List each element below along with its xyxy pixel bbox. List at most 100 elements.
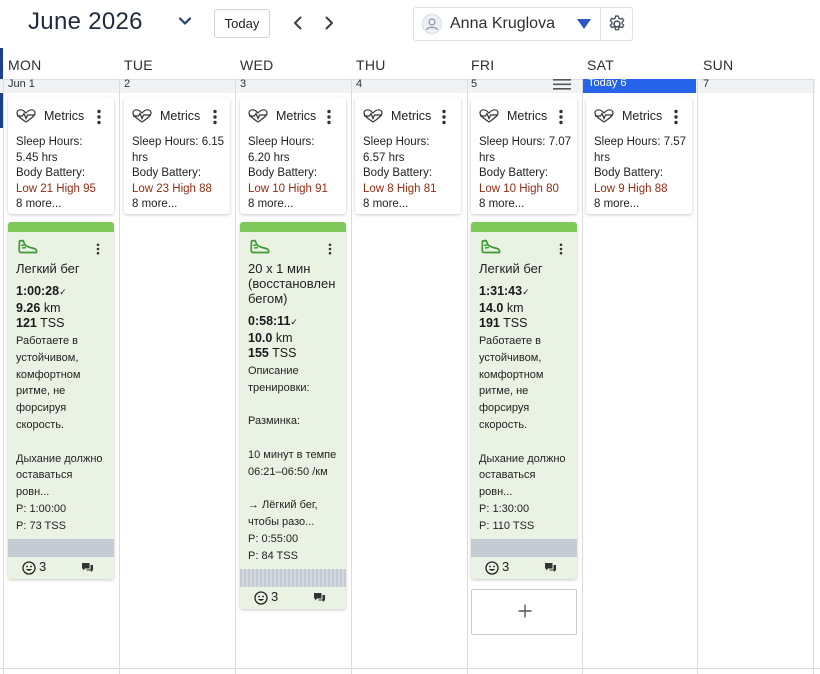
metrics-body: Sleep Hours: 6.15 hrs Body Battery: Low … <box>132 135 228 213</box>
metrics-body: Sleep Hours: 6.20 hrs Body Battery: Low … <box>248 135 344 213</box>
heart-pulse-icon <box>594 109 614 123</box>
smiley-icon[interactable] <box>485 561 499 575</box>
add-workout-button[interactable] <box>471 589 577 635</box>
metrics-body: Sleep Hours: 7.57 hrs Body Battery: Low … <box>594 135 690 213</box>
workout-title: Легкий бег <box>479 261 543 276</box>
metrics-card[interactable]: Metrics Sleep Hours: 7.07 hrs Body Batte… <box>471 98 577 214</box>
day-header-wed: WED <box>235 48 351 92</box>
smiley-icon[interactable] <box>22 561 36 575</box>
desc-line: скорость. <box>479 418 528 431</box>
chevron-down-icon[interactable] <box>178 14 192 28</box>
metrics-card[interactable]: Metrics Sleep Hours: 7.57 hrs Body Batte… <box>586 98 692 214</box>
desc-line: Дыхание должно <box>16 452 103 465</box>
desc-line: Работаете в <box>479 335 541 347</box>
tss-value: 121 <box>16 316 37 330</box>
smiley-icon[interactable] <box>254 591 268 605</box>
caret-down-icon[interactable] <box>576 18 592 30</box>
sleep-value: 7.07 hrs <box>479 136 572 164</box>
running-shoe-icon <box>18 239 38 254</box>
workout-footer: 3 <box>8 557 114 579</box>
desc-line: → Лёгкий бег, <box>248 499 318 512</box>
more-link[interactable]: 8 more... <box>363 198 409 210</box>
desc-line: 06:21–06:50 /км <box>248 465 328 478</box>
sleep-label: Sleep Hours: <box>16 136 83 148</box>
workout-footer: 3 <box>471 557 577 579</box>
desc-line <box>248 397 346 414</box>
desc-line: скорость. <box>16 418 65 431</box>
compliance-bar <box>240 569 346 587</box>
metrics-title: Metrics <box>44 109 85 123</box>
tss-value: 191 <box>479 316 500 330</box>
day-name: THU <box>356 57 386 73</box>
desc-line: ритме, не <box>479 385 529 398</box>
toolbar: June 2026 Today Anna Kruglova <box>0 0 820 48</box>
day-name: TUE <box>124 57 153 73</box>
kebab-menu-icon[interactable] <box>212 109 218 125</box>
column-divider <box>119 79 120 674</box>
today-button[interactable]: Today <box>214 9 270 38</box>
desc-line: оставаться <box>16 469 73 482</box>
column-divider <box>582 79 583 674</box>
more-link[interactable]: 8 more... <box>479 198 525 210</box>
user-selector[interactable]: Anna Kruglova <box>413 7 633 41</box>
sleep-value: 6.20 hrs <box>248 151 290 164</box>
comment-icon[interactable] <box>81 562 94 573</box>
more-link[interactable]: 8 more... <box>16 198 62 210</box>
metrics-card[interactable]: Metrics Sleep Hours: 6.20 hrs Body Batte… <box>240 98 346 214</box>
sleep-label: Sleep Hours: <box>594 136 661 148</box>
battery-value: Low 21 High 95 <box>16 182 96 195</box>
date-label: Jun 1 <box>8 78 35 90</box>
distance-unit: km <box>275 330 293 345</box>
workout-card[interactable]: Легкий бег 1:31:43✓ 14.0 km 191 TSS Рабо… <box>471 222 577 579</box>
day-header-sun: SUN <box>697 48 815 92</box>
kebab-menu-icon[interactable] <box>559 243 563 255</box>
more-link[interactable]: 8 more... <box>594 198 640 210</box>
workout-footer: 3 <box>240 587 346 609</box>
gear-icon[interactable] <box>607 14 627 34</box>
workout-card[interactable]: 20 x 1 мин (восстановлен бегом) 0:58:11✓… <box>240 222 346 609</box>
kebab-menu-icon[interactable] <box>673 109 679 125</box>
menu-icon[interactable] <box>553 78 571 90</box>
desc-line: тренировки: <box>248 381 310 394</box>
kebab-menu-icon[interactable] <box>328 243 332 255</box>
avatar <box>422 14 442 34</box>
metrics-card[interactable]: Metrics Sleep Hours: 5.45 hrs Body Batte… <box>8 98 114 214</box>
battery-value: Low 9 High 88 <box>594 182 668 195</box>
metrics-title: Metrics <box>391 109 432 123</box>
battery-label: Body Battery: <box>16 167 86 179</box>
desc-line <box>479 434 577 451</box>
date-label: 2 <box>124 78 131 90</box>
kebab-menu-icon[interactable] <box>558 109 564 125</box>
more-link[interactable]: 8 more... <box>248 198 294 210</box>
grid-bottom-divider <box>0 668 820 669</box>
desc-line: Дыхание должно <box>479 452 566 465</box>
running-shoe-icon <box>481 239 501 254</box>
workout-card[interactable]: Легкий бег 1:00:28✓ 9.26 km 121 TSS Рабо… <box>8 222 114 579</box>
metrics-body: Sleep Hours: 7.07 hrs Body Battery: Low … <box>479 135 575 213</box>
kebab-menu-icon[interactable] <box>96 109 102 125</box>
column-divider <box>467 79 468 674</box>
comment-icon[interactable] <box>544 562 557 573</box>
chevron-right-icon[interactable] <box>321 15 337 31</box>
sleep-value: 6.57 hrs <box>363 151 405 164</box>
reaction-count: 3 <box>39 559 47 574</box>
desc-line: Разминка: <box>248 415 301 428</box>
workout-description: Работаете в устойчивом, комфортном ритме… <box>479 333 577 535</box>
more-link[interactable]: 8 more... <box>132 198 178 210</box>
heart-pulse-icon <box>363 109 383 123</box>
metrics-title: Metrics <box>507 109 548 123</box>
kebab-menu-icon[interactable] <box>96 243 100 255</box>
metrics-card[interactable]: Metrics Sleep Hours: 6.15 hrs Body Batte… <box>124 98 230 214</box>
metrics-body: Sleep Hours: 5.45 hrs Body Battery: Low … <box>16 135 112 213</box>
sleep-value: 7.57 hrs <box>594 136 687 164</box>
comment-icon[interactable] <box>313 592 326 603</box>
user-icon <box>425 18 439 31</box>
metrics-card[interactable]: Metrics Sleep Hours: 6.57 hrs Body Batte… <box>355 98 461 214</box>
battery-value: Low 10 High 80 <box>479 182 559 195</box>
planned-time: P: 0:55:00 <box>248 532 299 545</box>
workout-title: 20 x 1 мин (восстановлен бегом) <box>248 261 336 306</box>
kebab-menu-icon[interactable] <box>441 109 447 125</box>
chevron-left-icon[interactable] <box>290 15 306 31</box>
sleep-label: Sleep Hours: <box>248 136 315 148</box>
kebab-menu-icon[interactable] <box>326 109 332 125</box>
